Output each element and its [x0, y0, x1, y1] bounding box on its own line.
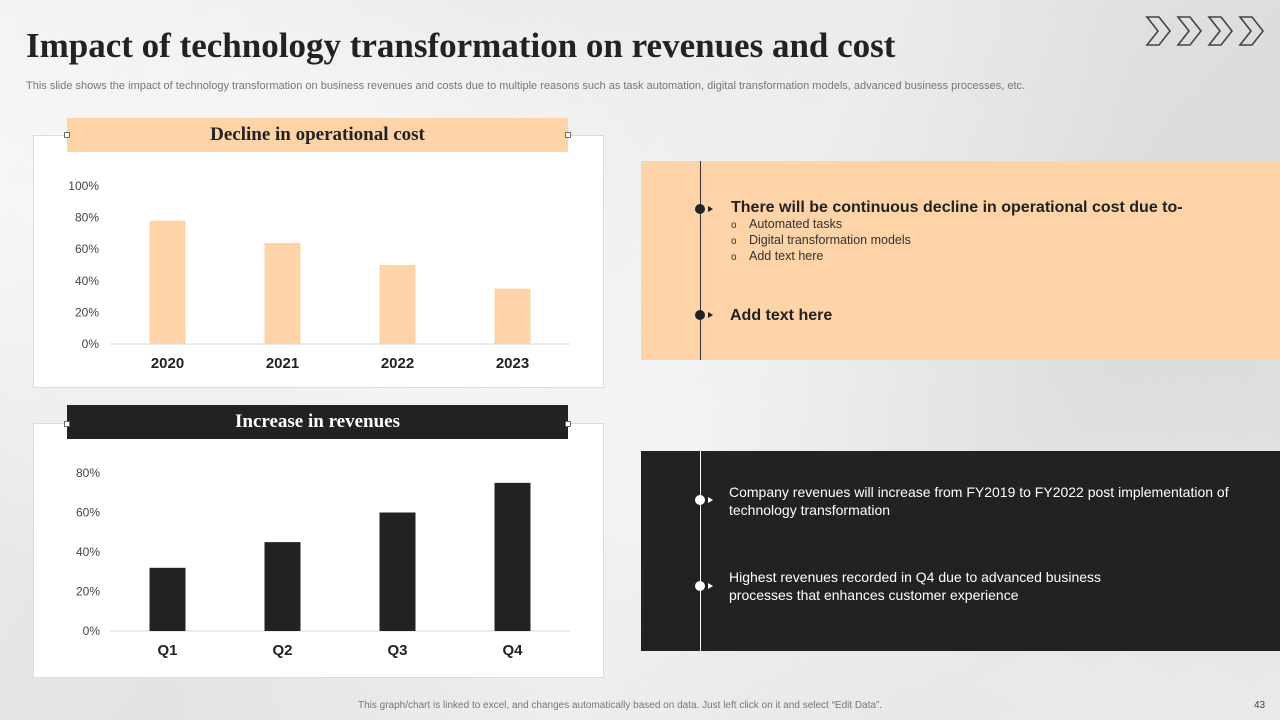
bullet-dot-icon: [695, 495, 705, 505]
bullet-dot-icon: [695, 310, 705, 320]
cost-panel-heading: There will be continuous decline in oper…: [731, 199, 1183, 216]
resize-handle[interactable]: [64, 132, 70, 138]
bullet-dot-icon: [695, 204, 705, 214]
list-item: o Add text here: [731, 248, 911, 264]
page-title: Impact of technology transformation on r…: [26, 26, 896, 65]
bullet-arrow-icon: [708, 497, 713, 503]
resize-handle[interactable]: [565, 132, 571, 138]
revenue-info-panel: [641, 451, 1280, 651]
revenue-chart-title: Increase in revenues: [67, 405, 568, 439]
chevron-right-icon: [1207, 16, 1234, 46]
bullet-dot-icon: [695, 581, 705, 591]
resize-handle[interactable]: [565, 421, 571, 427]
cost-reasons-list: o Automated tasks o Digital transformation…: [731, 216, 911, 264]
revenue-point: Highest revenues recorded in Q4 due to a…: [729, 569, 1102, 603]
footer-note: This graph/chart is linked to excel, and…: [358, 700, 883, 711]
chevron-right-icon: [1145, 16, 1172, 46]
revenue-chart-card[interactable]: [33, 423, 604, 678]
circle-bullet-icon: o: [731, 252, 737, 263]
bullet-arrow-icon: [708, 312, 713, 318]
cost-panel-heading-2: Add text here: [730, 307, 833, 324]
cost-chart-title: Decline in operational cost: [67, 118, 568, 152]
chevron-right-icon: [1176, 16, 1203, 46]
bullet-arrow-icon: [708, 583, 713, 589]
circle-bullet-icon: o: [731, 236, 737, 247]
revenue-point: Company revenues will increase from FY20…: [729, 484, 1229, 518]
timeline-line: [700, 451, 701, 651]
chevron-right-icon: [1238, 16, 1265, 46]
chevron-right-icon: [1145, 16, 1265, 46]
circle-bullet-icon: o: [731, 220, 737, 231]
bullet-arrow-icon: [708, 206, 713, 212]
page-number: 43: [1254, 700, 1266, 711]
cost-info-panel: [641, 161, 1280, 360]
cost-chart-card[interactable]: [33, 135, 604, 388]
page-subtitle: This slide shows the impact of technolog…: [26, 80, 1026, 92]
list-item: o Automated tasks: [731, 216, 911, 232]
timeline-line: [700, 161, 701, 360]
list-item: o Digital transformation models: [731, 232, 911, 248]
resize-handle[interactable]: [64, 421, 70, 427]
